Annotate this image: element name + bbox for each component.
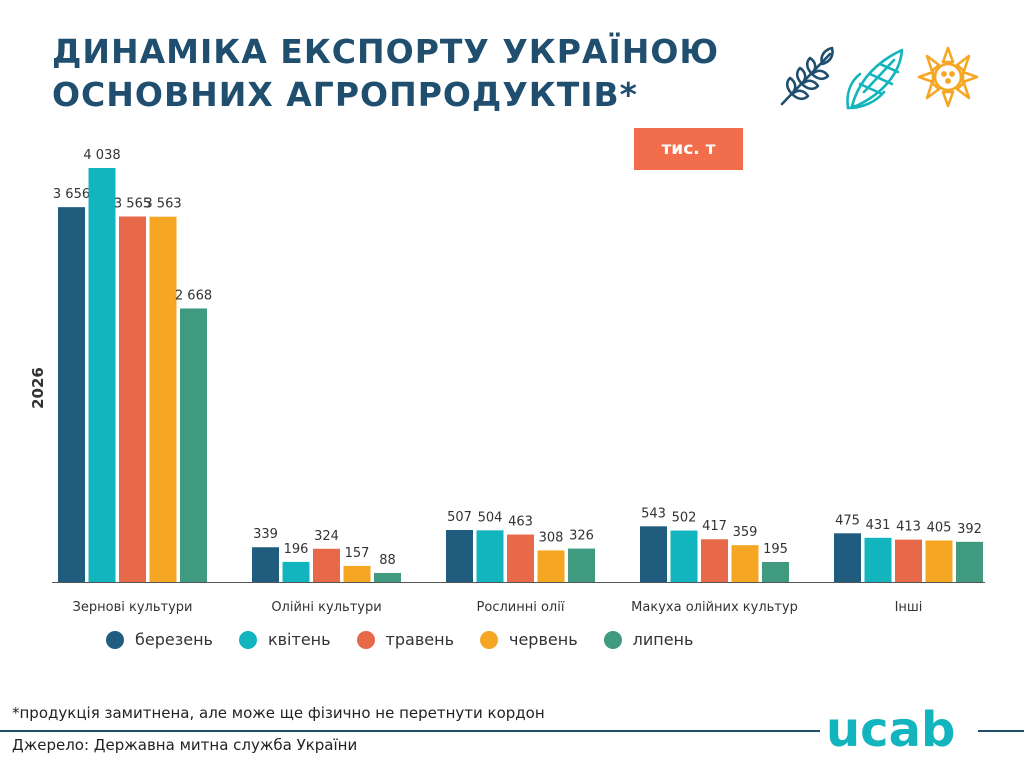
category-label-3: Рослинні олії: [477, 600, 565, 615]
source-note: Джерело: Державна митна служба України: [12, 736, 358, 754]
bar-4-3: [701, 539, 728, 582]
bar-5-5: [956, 541, 983, 582]
agro-icons: [780, 46, 979, 110]
data-label-1-4: 3 563: [144, 197, 181, 212]
unit-badge: тис. т: [634, 128, 743, 170]
wheat-icon: [780, 46, 834, 106]
category-label-2: Олійні культури: [271, 600, 381, 615]
data-label-3-1: 507: [447, 510, 472, 525]
data-label-1-2: 4 038: [83, 148, 120, 163]
legend-item-5: липень: [603, 630, 694, 649]
legend-item-3: травень: [356, 630, 454, 649]
legend-item-2: квітень: [238, 630, 331, 649]
bar-1-2: [88, 168, 116, 582]
bar-3-4: [537, 550, 565, 582]
legend-label-2: квітень: [267, 630, 331, 649]
data-label-2-3: 324: [314, 529, 339, 544]
data-label-1-3: 3 565: [114, 196, 151, 211]
category-label-5: Інші: [895, 600, 923, 615]
legend-swatch-4: [480, 630, 498, 649]
legend: березень квітень травень червень липень: [106, 630, 719, 649]
data-label-4-4: 359: [733, 525, 758, 540]
bar-3-3: [507, 534, 534, 582]
bar-3-5: [568, 548, 595, 582]
legend-label-1: березень: [135, 630, 213, 649]
category-label-4: Макуха олійних культур: [631, 600, 798, 615]
bar-4-2: [670, 530, 698, 582]
data-label-4-2: 502: [672, 511, 697, 526]
bar-2-1: [252, 547, 279, 582]
footer-divider: [0, 730, 820, 732]
bar-5-1: [834, 533, 861, 582]
bar-1-5: [180, 308, 207, 582]
data-label-2-5: 88: [379, 553, 396, 568]
bar-4-1: [640, 526, 667, 582]
data-label-2-1: 339: [253, 527, 278, 542]
bar-2-2: [282, 561, 310, 582]
data-label-2-2: 196: [284, 542, 309, 557]
ucab-logo: ucab: [826, 702, 955, 756]
bar-3-2: [476, 530, 504, 582]
data-label-4-1: 543: [641, 506, 666, 521]
data-label-4-5: 195: [763, 542, 788, 557]
ucab-logo-text: ucab: [826, 702, 955, 756]
legend-swatch-2: [238, 630, 257, 649]
chart-title: ДИНАМІКА ЕКСПОРТУ УКРАЇНОЮ ОСНОВНИХ АГРО…: [52, 30, 719, 116]
data-label-5-3: 413: [896, 520, 921, 535]
bar-5-3: [895, 539, 922, 582]
chart-title-line-2: ОСНОВНИХ АГРОПРОДУКТІВ*: [52, 75, 638, 114]
bar-1-3: [119, 216, 146, 582]
legend-item-1: березень: [106, 630, 213, 649]
data-label-2-4: 157: [345, 546, 370, 561]
category-label-1: Зернові культури: [73, 600, 193, 615]
data-label-5-4: 405: [927, 520, 952, 535]
legend-swatch-3: [356, 630, 375, 649]
data-label-3-3: 463: [508, 515, 533, 530]
legend-swatch-5: [603, 630, 622, 649]
legend-item-4: червень: [480, 630, 578, 649]
data-label-5-5: 392: [957, 522, 982, 537]
chart-title-line-1: ДИНАМІКА ЕКСПОРТУ УКРАЇНОЮ: [52, 32, 720, 71]
data-label-3-2: 504: [478, 510, 503, 525]
footnote: *продукція замитнена, але може ще фізичн…: [12, 704, 545, 722]
data-label-1-5: 2 668: [175, 288, 212, 303]
bar-3-1: [446, 530, 473, 582]
corn-icon: [846, 48, 904, 110]
bar-4-4: [731, 545, 759, 582]
data-label-5-2: 431: [866, 518, 891, 533]
legend-label-4: червень: [509, 630, 578, 649]
bar-1-4: [149, 216, 177, 583]
data-label-4-3: 417: [702, 519, 727, 534]
bar-1-1: [58, 207, 85, 583]
footer-divider-right: [978, 730, 1024, 732]
legend-label-3: травень: [385, 630, 454, 649]
data-label-3-4: 308: [539, 530, 564, 545]
bar-4-5: [762, 562, 789, 582]
data-label-1-1: 3 656: [53, 187, 90, 202]
data-label-3-5: 326: [569, 529, 594, 544]
legend-label-5: липень: [632, 630, 694, 649]
bar-2-5: [374, 572, 401, 582]
bar-2-3: [313, 548, 340, 582]
legend-swatch-1: [106, 630, 124, 649]
bar-5-2: [864, 537, 892, 582]
bar-2-4: [343, 565, 371, 582]
bar-5-4: [925, 540, 953, 582]
data-label-5-1: 475: [835, 513, 860, 528]
sunflower-icon: [917, 46, 979, 108]
